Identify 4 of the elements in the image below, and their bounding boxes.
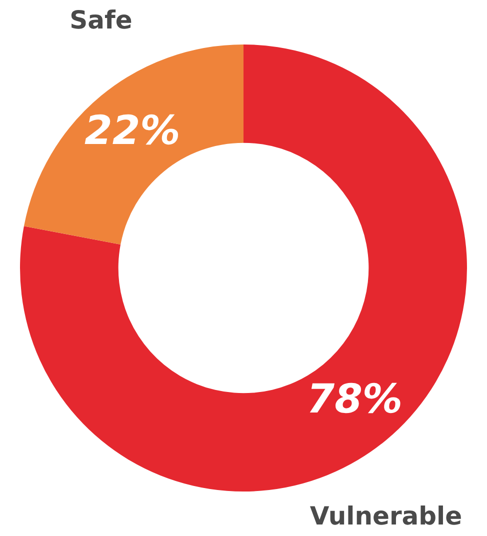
- data-label: 78%: [306, 376, 402, 423]
- data-label: 22%: [84, 108, 180, 154]
- slice-label: Vulnerable: [310, 502, 462, 530]
- slice-label: Safe: [70, 6, 132, 34]
